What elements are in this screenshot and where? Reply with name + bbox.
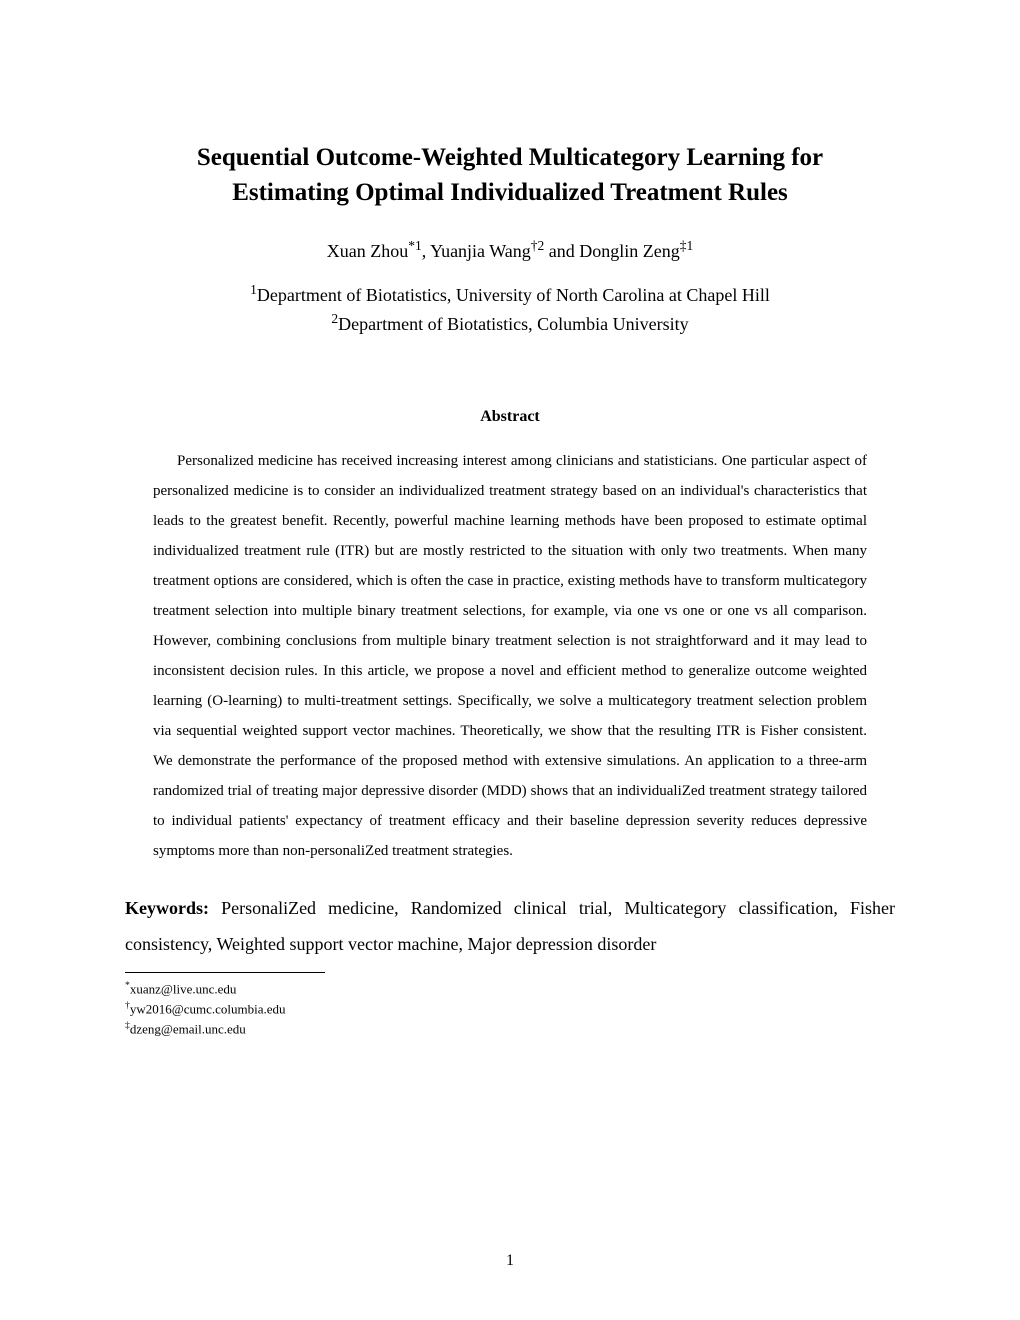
authors-line: Xuan Zhou*1, Yuanjia Wang†2 and Donglin …: [125, 238, 895, 262]
affiliation-1-text: Department of Biotatistics, University o…: [257, 285, 770, 305]
title-line-1: Sequential Outcome-Weighted Multicategor…: [197, 144, 823, 171]
author-2-mark: †2: [531, 238, 545, 253]
affiliations: 1Department of Biotatistics, University …: [125, 280, 895, 338]
title-line-2: Estimating Optimal Individualized Treatm…: [232, 179, 788, 206]
author-sep-2: and: [544, 241, 579, 261]
footnote-1-text: xuanz@live.unc.edu: [130, 981, 237, 996]
footnote-3-text: dzeng@email.unc.edu: [130, 1021, 246, 1036]
footnote-2: †yw2016@cumc.columbia.edu: [125, 999, 895, 1019]
author-2-name: Yuanjia Wang: [430, 241, 531, 261]
footnote-1: *xuanz@live.unc.edu: [125, 979, 895, 999]
author-3-mark: ‡1: [680, 238, 694, 253]
footnote-2-text: yw2016@cumc.columbia.edu: [130, 1001, 286, 1016]
footnote-rule: [125, 972, 325, 973]
keywords-text: PersonaliZed medicine, Randomized clinic…: [125, 898, 895, 954]
page-number: 1: [0, 1252, 1020, 1270]
affiliation-2-text: Department of Biotatistics, Columbia Uni…: [338, 314, 688, 334]
footnote-3: ‡dzeng@email.unc.edu: [125, 1019, 895, 1039]
author-1-mark: *1: [408, 238, 422, 253]
author-sep-1: ,: [422, 241, 430, 261]
author-1-name: Xuan Zhou: [327, 241, 408, 261]
abstract-heading: Abstract: [125, 408, 895, 426]
footnotes: *xuanz@live.unc.edu †yw2016@cumc.columbi…: [125, 979, 895, 1038]
paper-title: Sequential Outcome-Weighted Multicategor…: [125, 140, 895, 210]
abstract-body: Personalized medicine has received incre…: [153, 446, 867, 866]
author-3-name: Donglin Zeng: [579, 241, 680, 261]
keywords-label: Keywords:: [125, 898, 209, 918]
affiliation-1-num: 1: [250, 282, 257, 297]
paper-page: Sequential Outcome-Weighted Multicategor…: [0, 0, 1020, 1098]
keywords-block: Keywords: PersonaliZed medicine, Randomi…: [125, 890, 895, 962]
